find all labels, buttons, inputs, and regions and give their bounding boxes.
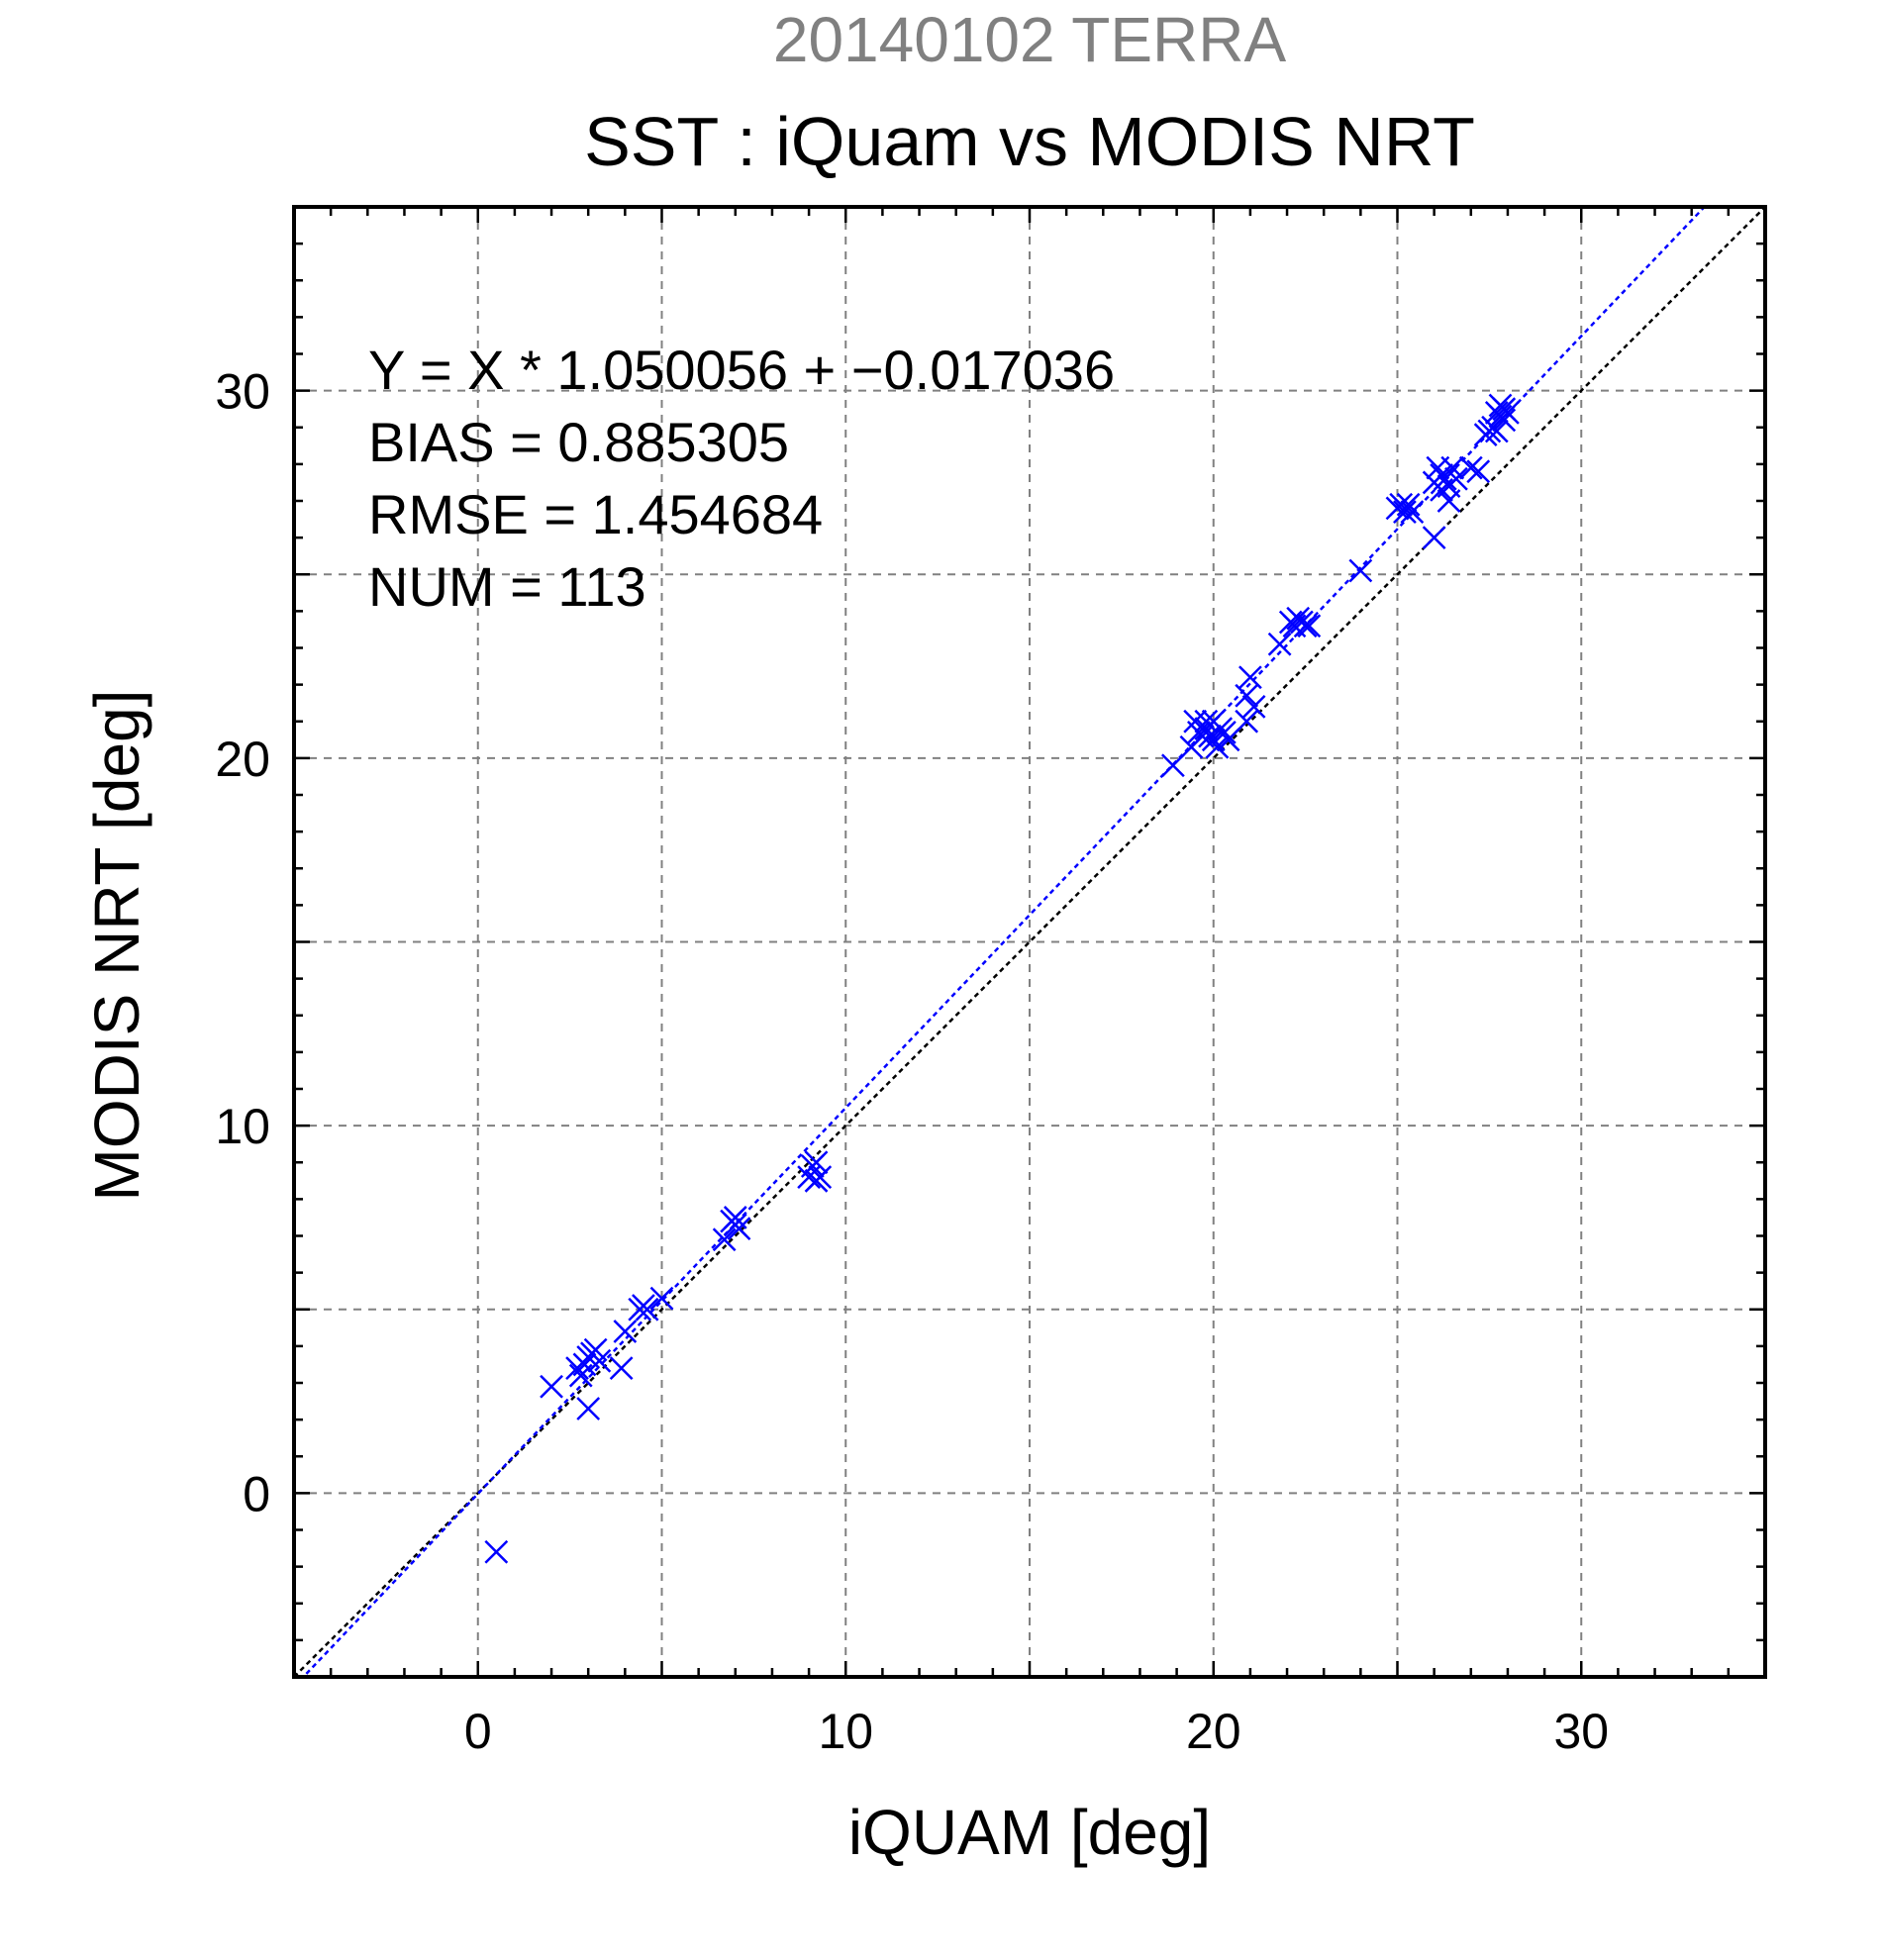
identity-line [294, 207, 1765, 1677]
data-point [1436, 489, 1461, 513]
data-point [635, 1297, 659, 1322]
data-point [609, 1356, 634, 1381]
data-point [727, 1217, 751, 1240]
x-axis-label: iQUAM [deg] [848, 1797, 1211, 1868]
data-point [1235, 683, 1259, 708]
data-points [484, 393, 1520, 1564]
data-point [613, 1320, 638, 1343]
data-point [1205, 735, 1230, 759]
data-point [1235, 709, 1259, 734]
stats-block: Y = X * 1.050056 + −0.017036 BIAS = 0.88… [368, 339, 1115, 618]
tick-labels: 0 10 20 30 0 10 20 30 [215, 364, 1609, 1759]
chart-title: SST : iQuam vs MODIS NRT [584, 103, 1475, 180]
data-point [1422, 526, 1446, 550]
plot-frame [292, 205, 1767, 1679]
y-tick-label: 10 [215, 1099, 270, 1154]
data-point [1348, 558, 1373, 583]
reference-lines [294, 207, 1765, 1677]
data-point [587, 1348, 612, 1373]
data-point [484, 1539, 509, 1564]
data-point [1466, 459, 1491, 484]
rmse-stat: RMSE = 1.454684 [368, 483, 823, 545]
data-point [1492, 408, 1517, 433]
data-point [1297, 614, 1322, 638]
num-stat: NUM = 113 [368, 555, 646, 618]
data-point [649, 1286, 674, 1311]
data-point [808, 1165, 833, 1189]
data-point [576, 1397, 601, 1421]
data-point [1161, 753, 1185, 778]
data-point [1238, 665, 1262, 690]
data-point [1400, 500, 1425, 525]
x-tick-label: 30 [1553, 1704, 1609, 1759]
y-tick-label: 20 [215, 732, 270, 787]
x-tick-label: 20 [1186, 1704, 1241, 1759]
regression-equation: Y = X * 1.050056 + −0.017036 [368, 339, 1115, 401]
data-point [712, 1227, 737, 1252]
data-point [1267, 632, 1292, 656]
data-point [1444, 466, 1468, 491]
y-axis-label: MODIS NRT [deg] [81, 690, 152, 1202]
data-point [1496, 401, 1520, 425]
data-point [1396, 492, 1421, 517]
y-tick-label: 0 [243, 1466, 270, 1521]
data-point [1216, 728, 1240, 752]
regression-line [301, 207, 1707, 1677]
y-tick-label: 30 [215, 364, 270, 420]
data-point [1458, 455, 1483, 480]
chart-subtitle: 20140102 TERRA [773, 4, 1287, 75]
data-point [1389, 492, 1414, 517]
x-tick-label: 0 [464, 1704, 492, 1759]
data-point [1393, 500, 1417, 525]
data-point [1293, 614, 1318, 638]
data-point [1213, 721, 1237, 744]
x-tick-label: 10 [818, 1704, 873, 1759]
data-point [1433, 466, 1457, 491]
data-point [1484, 419, 1509, 443]
data-point [540, 1374, 563, 1399]
bias-stat: BIAS = 0.885305 [368, 411, 789, 473]
data-point [1241, 695, 1266, 719]
data-point [1194, 709, 1219, 734]
data-point [572, 1352, 597, 1377]
grid-lines [294, 207, 1765, 1677]
data-point [804, 1150, 829, 1175]
